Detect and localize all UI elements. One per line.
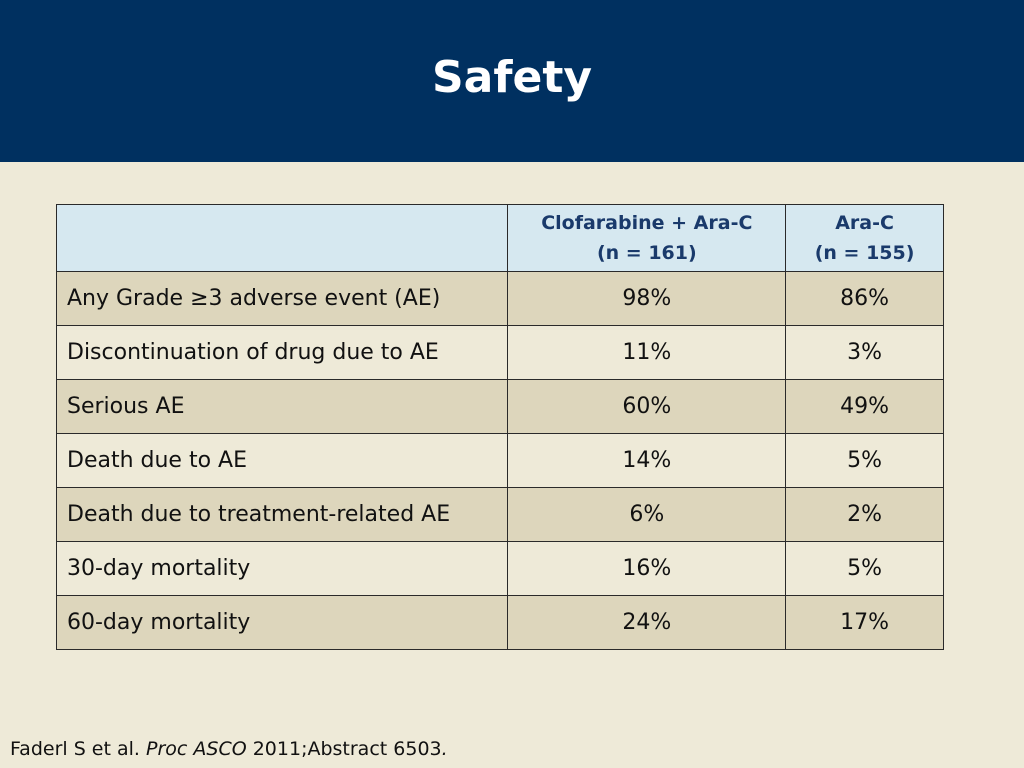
arac-value: 3% xyxy=(785,325,944,380)
clofarabine-value: 60% xyxy=(507,379,787,434)
clofarabine-value: 14% xyxy=(507,433,787,488)
row-label: Serious AE xyxy=(55,379,509,434)
row-label: Any Grade ≥3 adverse event (AE) xyxy=(55,271,509,326)
slide-title: Safety xyxy=(431,52,593,103)
table-row: 60-day mortality 24% 17% xyxy=(55,595,944,650)
clofarabine-value: 16% xyxy=(507,541,787,596)
arac-value: 5% xyxy=(785,433,944,488)
citation-details: 2011;Abstract 6503 xyxy=(246,738,442,760)
title-bar xyxy=(0,0,1024,162)
clofarabine-value: 6% xyxy=(507,487,787,542)
header-cell-blank xyxy=(55,204,509,272)
clofarabine-value: 24% xyxy=(507,595,787,650)
header-cell-clofarabine: Clofarabine + Ara-C (n = 161) xyxy=(507,204,787,272)
citation: Faderl S et al. Proc ASCO 2011;Abstract … xyxy=(10,738,448,760)
safety-table: Clofarabine + Ara-C (n = 161) Ara-C (n =… xyxy=(55,204,944,650)
arac-value: 49% xyxy=(785,379,944,434)
citation-journal: Proc ASCO xyxy=(146,738,247,760)
table-row: Death due to treatment-related AE 6% 2% xyxy=(55,487,944,542)
arac-value: 2% xyxy=(785,487,944,542)
header-cell-arac: Ara-C (n = 155) xyxy=(785,204,944,272)
arac-value: 86% xyxy=(785,271,944,326)
row-label: Discontinuation of drug due to AE xyxy=(55,325,509,380)
table-row: Death due to AE 14% 5% xyxy=(55,433,944,488)
row-label: 60-day mortality xyxy=(55,595,509,650)
row-label: Death due to AE xyxy=(55,433,509,488)
arac-value: 17% xyxy=(785,595,944,650)
citation-end: . xyxy=(441,738,448,760)
citation-authors: Faderl S et al. xyxy=(10,738,146,760)
table-header-row: Clofarabine + Ara-C (n = 161) Ara-C (n =… xyxy=(55,204,944,272)
row-label: 30-day mortality xyxy=(55,541,509,596)
arac-value: 5% xyxy=(785,541,944,596)
table-row: 30-day mortality 16% 5% xyxy=(55,541,944,596)
table-row: Discontinuation of drug due to AE 11% 3% xyxy=(55,325,944,380)
header-arac-n: (n = 155) xyxy=(814,242,915,264)
header-clofarabine-name: Clofarabine + Ara-C xyxy=(541,212,753,234)
row-label: Death due to treatment-related AE xyxy=(55,487,509,542)
clofarabine-value: 98% xyxy=(507,271,787,326)
clofarabine-value: 11% xyxy=(507,325,787,380)
table-row: Serious AE 60% 49% xyxy=(55,379,944,434)
header-clofarabine-n: (n = 161) xyxy=(596,242,697,264)
table-row: Any Grade ≥3 adverse event (AE) 98% 86% xyxy=(55,271,944,326)
header-arac-name: Ara-C xyxy=(835,212,894,234)
